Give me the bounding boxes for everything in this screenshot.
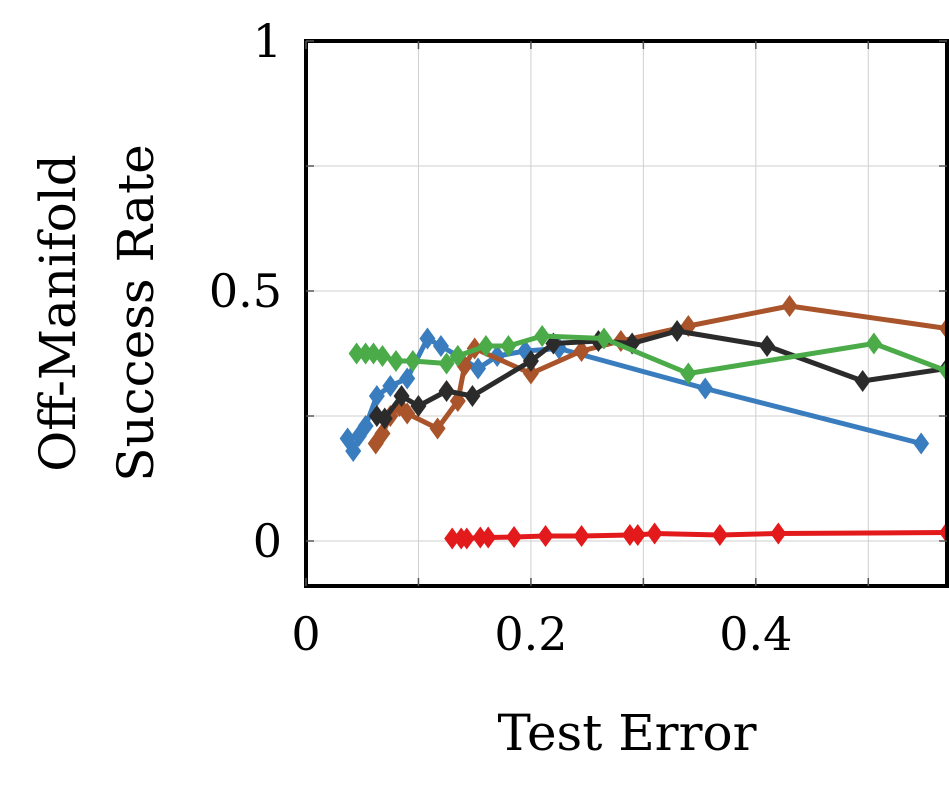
data-point bbox=[470, 357, 487, 380]
series-line bbox=[345, 336, 922, 454]
axis-ticks bbox=[305, 40, 947, 586]
x-tick-label: 0.4 bbox=[719, 607, 792, 661]
data-point bbox=[458, 527, 475, 550]
data-point bbox=[680, 362, 697, 385]
data-point bbox=[522, 362, 539, 385]
data-point bbox=[399, 367, 416, 390]
x-tick-label: 0 bbox=[291, 607, 320, 661]
data-point bbox=[419, 327, 436, 350]
y-tick-label: 1 bbox=[253, 14, 282, 68]
data-point bbox=[500, 335, 517, 357]
data-point bbox=[913, 432, 930, 455]
data-point bbox=[357, 415, 374, 437]
data-point bbox=[854, 370, 871, 392]
data-point bbox=[376, 407, 393, 430]
tick-labels: 0 0.2 0.4 0 0.5 1 bbox=[209, 14, 793, 661]
data-point bbox=[399, 402, 416, 425]
y-axis-label: Off-Manifold Success Rate bbox=[29, 144, 165, 482]
data-point bbox=[438, 380, 455, 402]
data-point bbox=[374, 422, 391, 445]
x-tick-label: 0.2 bbox=[494, 607, 567, 661]
data-point bbox=[368, 385, 385, 407]
data-point bbox=[410, 395, 427, 417]
data-point bbox=[522, 350, 539, 372]
data-point bbox=[477, 335, 494, 357]
y-tick-label: 0 bbox=[253, 514, 282, 568]
data-point bbox=[464, 385, 481, 407]
series-4 bbox=[348, 325, 947, 385]
series-line bbox=[452, 530, 947, 541]
data-point bbox=[759, 335, 776, 357]
data-point bbox=[669, 320, 686, 342]
data-point bbox=[573, 340, 590, 362]
series-2 bbox=[367, 295, 947, 455]
data-point bbox=[629, 524, 646, 546]
data-point bbox=[480, 526, 497, 549]
data-point bbox=[865, 332, 882, 355]
data-point bbox=[506, 526, 523, 548]
data-point bbox=[432, 335, 449, 357]
series-3 bbox=[368, 320, 947, 430]
data-point bbox=[348, 342, 365, 365]
data-point bbox=[573, 525, 590, 547]
data-point bbox=[537, 525, 554, 547]
data-point bbox=[387, 350, 404, 372]
y-tick-label: 0.5 bbox=[209, 264, 282, 318]
x-axis-label: Test Error bbox=[497, 704, 756, 762]
data-point bbox=[781, 295, 798, 317]
data-point bbox=[449, 345, 466, 367]
y-axis-label-line-1: Off-Manifold bbox=[29, 154, 87, 471]
data-point bbox=[534, 325, 551, 347]
data-point bbox=[444, 527, 461, 550]
data-point bbox=[596, 327, 613, 350]
data-point bbox=[438, 352, 455, 375]
data-point bbox=[697, 377, 714, 400]
data-point bbox=[646, 522, 663, 545]
plot-frame bbox=[304, 39, 949, 588]
data-point bbox=[711, 524, 728, 546]
data-point bbox=[404, 350, 421, 372]
data-point bbox=[770, 522, 787, 545]
data-point bbox=[382, 375, 399, 397]
y-axis-label-line-2: Success Rate bbox=[107, 144, 165, 482]
plot-area bbox=[339, 295, 947, 550]
data-point bbox=[393, 385, 410, 407]
data-point bbox=[429, 417, 446, 440]
data-point bbox=[345, 440, 362, 462]
series-5 bbox=[444, 521, 947, 550]
data-point bbox=[374, 345, 391, 367]
